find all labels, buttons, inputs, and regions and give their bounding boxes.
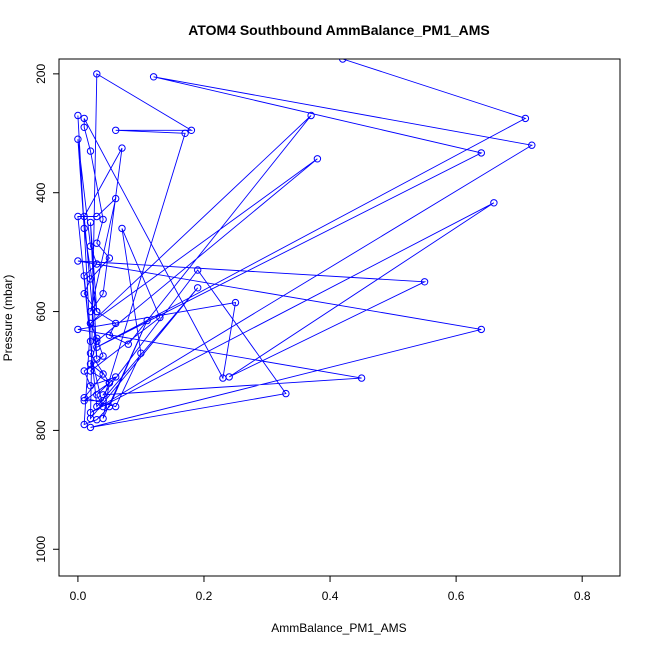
data-point bbox=[420, 278, 429, 286]
data-point bbox=[80, 272, 88, 280]
data-point bbox=[93, 391, 101, 399]
data-point bbox=[93, 355, 101, 363]
data-point bbox=[156, 313, 164, 322]
data-point bbox=[490, 199, 498, 207]
data-point bbox=[187, 126, 196, 135]
y-tick-label: 600 bbox=[34, 301, 48, 321]
data-point bbox=[80, 394, 88, 402]
data-point bbox=[194, 266, 202, 274]
data-point bbox=[74, 257, 82, 265]
y-tick-label: 400 bbox=[34, 182, 48, 202]
data-point bbox=[80, 123, 88, 132]
x-tick-label: 0.2 bbox=[196, 589, 213, 603]
x-axis-label: AmmBalance_PM1_AMS bbox=[271, 621, 406, 635]
data-point bbox=[86, 242, 95, 250]
data-point bbox=[313, 155, 322, 163]
data-point bbox=[307, 111, 315, 120]
data-point bbox=[80, 290, 88, 298]
data-point bbox=[105, 331, 114, 339]
data-point bbox=[105, 379, 114, 387]
data-point bbox=[477, 149, 485, 157]
data-point bbox=[93, 239, 101, 247]
data-point bbox=[80, 397, 88, 405]
data-point bbox=[339, 59, 347, 63]
data-point bbox=[105, 254, 114, 262]
x-tick-label: 0.8 bbox=[574, 589, 591, 603]
data-point bbox=[219, 374, 227, 382]
data-point bbox=[93, 402, 101, 411]
data-point bbox=[86, 147, 95, 155]
data-point bbox=[112, 319, 120, 328]
data-point bbox=[86, 218, 95, 227]
data-point bbox=[118, 144, 126, 152]
data-point bbox=[99, 397, 107, 405]
data-point bbox=[86, 423, 95, 432]
data-point bbox=[74, 111, 82, 120]
data-point bbox=[99, 370, 107, 378]
data-point bbox=[99, 215, 107, 224]
data-point bbox=[86, 275, 95, 283]
data-point bbox=[112, 194, 120, 203]
y-axis-label: Pressure (mbar) bbox=[1, 275, 15, 362]
data-point bbox=[194, 284, 202, 292]
data-point bbox=[86, 382, 95, 390]
data-point bbox=[118, 224, 126, 233]
y-tick-label: 1000 bbox=[34, 536, 48, 563]
data-point bbox=[112, 126, 120, 135]
data-point bbox=[80, 367, 88, 375]
data-point bbox=[80, 224, 88, 233]
data-point bbox=[282, 389, 290, 398]
data-point bbox=[86, 319, 95, 328]
data-point bbox=[74, 325, 82, 334]
x-tick-label: 0.6 bbox=[448, 589, 465, 603]
data-point bbox=[528, 141, 536, 149]
x-axis: 0.0 0.2 0.4 0.6 0.8 bbox=[70, 575, 591, 603]
series-line bbox=[77, 59, 534, 428]
plot-frame bbox=[58, 58, 621, 577]
data-point bbox=[80, 114, 88, 123]
data-point bbox=[93, 70, 101, 78]
data-point bbox=[74, 135, 82, 143]
data-point bbox=[477, 325, 485, 334]
data-point bbox=[99, 352, 107, 360]
data-point bbox=[521, 114, 530, 123]
data-point bbox=[86, 360, 95, 368]
chart-title: ATOM4 Southbound AmmBalance_PM1_AMS bbox=[188, 22, 490, 38]
data-point bbox=[124, 340, 133, 348]
series-layer bbox=[74, 59, 536, 432]
y-tick-label: 200 bbox=[34, 64, 48, 84]
x-tick-label: 0.0 bbox=[70, 589, 87, 603]
data-point bbox=[181, 129, 189, 138]
data-point bbox=[93, 334, 101, 342]
data-point bbox=[231, 298, 240, 307]
plot-area bbox=[58, 58, 621, 577]
data-point bbox=[357, 374, 366, 382]
data-point bbox=[80, 212, 88, 221]
data-point bbox=[86, 349, 95, 357]
data-point bbox=[93, 212, 101, 221]
data-point bbox=[80, 420, 88, 429]
x-tick-label: 0.4 bbox=[322, 589, 339, 603]
data-point bbox=[112, 373, 120, 381]
data-point bbox=[149, 73, 158, 81]
data-point bbox=[137, 349, 145, 357]
y-axis: 200 400 600 800 1000 bbox=[34, 64, 60, 563]
data-point bbox=[86, 414, 95, 423]
data-point bbox=[99, 290, 107, 298]
data-point bbox=[93, 307, 101, 316]
data-point bbox=[143, 316, 151, 325]
data-point bbox=[93, 260, 101, 268]
data-point bbox=[86, 337, 95, 345]
y-tick-label: 800 bbox=[34, 420, 48, 440]
